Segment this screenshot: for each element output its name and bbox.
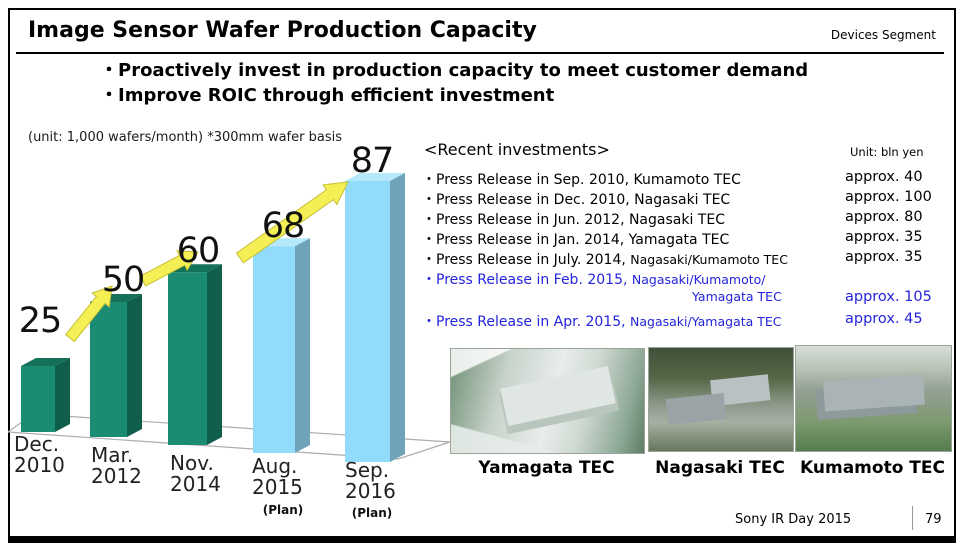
nagasaki-tec-caption: Nagasaki TEC xyxy=(655,458,785,478)
slide: Image Sensor Wafer Production Capacity D… xyxy=(8,8,956,543)
investment-row: ・Press Release in Jan. 2014, Yamagata TE… xyxy=(422,229,923,248)
bar-4-side xyxy=(295,238,310,453)
investment-sites: Yamagata TEC xyxy=(692,289,782,304)
kumamoto-tec-photo xyxy=(795,345,952,452)
bar-2-side xyxy=(127,294,142,437)
plan-label-aug2015: (Plan) xyxy=(262,503,304,517)
bar-value-5: 87 xyxy=(350,141,395,181)
category-label-1: Dec. 2010 xyxy=(14,432,65,477)
bar-5 xyxy=(345,180,390,463)
investment-amount: approx. 35 xyxy=(845,229,923,245)
investment-row-highlight: ・Press Release in Feb. 2015, Nagasaki/Ku… xyxy=(422,272,766,288)
bar-5-side xyxy=(390,172,405,463)
bar-1-side xyxy=(55,358,70,432)
yamagata-tec-caption: Yamagata TEC xyxy=(478,458,615,478)
capacity-chart-svg xyxy=(8,172,451,463)
investment-row: ・Press Release in Dec. 2010, Nagasaki TE… xyxy=(422,189,932,208)
footer-divider xyxy=(912,506,913,530)
category-label-3: Nov. 2014 xyxy=(170,451,221,496)
bar-5-top xyxy=(345,172,405,181)
category-label-4: Aug. 2015 xyxy=(252,454,303,499)
investment-amount: approx. 40 xyxy=(845,169,923,185)
key-message-2: ・Improve ROIC through efficient investme… xyxy=(100,85,555,106)
bar-value-3: 60 xyxy=(176,231,221,271)
category-label-5: Sep. 2016 xyxy=(345,458,396,503)
segment-label: Devices Segment xyxy=(830,28,936,42)
investments-heading: <Recent investments> xyxy=(424,140,610,159)
bar-value-1: 25 xyxy=(18,301,63,341)
growth-arrow-3 xyxy=(235,181,349,264)
investment-row-highlight-cont: Yamagata TEC approx. 105 xyxy=(422,289,952,308)
bar-2 xyxy=(90,302,127,437)
page-title: Image Sensor Wafer Production Capacity xyxy=(28,18,537,43)
investment-amount: approx. 105 xyxy=(845,289,932,305)
yamagata-tec-photo xyxy=(450,348,645,454)
footer-page-number: 79 xyxy=(925,512,942,527)
growth-arrow-1 xyxy=(64,285,113,343)
investment-amount: approx. 80 xyxy=(845,209,923,225)
investment-row: ・Press Release in July. 2014, Nagasaki/K… xyxy=(422,249,923,268)
nagasaki-tec-photo xyxy=(648,347,794,452)
growth-arrows xyxy=(64,181,349,343)
key-message-1: ・Proactively invest in production capaci… xyxy=(100,60,809,81)
investment-sites: Nagasaki/Kumamoto TEC xyxy=(630,252,788,267)
investment-amount: approx. 35 xyxy=(845,249,923,265)
bar-3-side xyxy=(207,264,222,445)
unit-bln-yen-label: Unit: bln yen xyxy=(850,145,924,159)
investment-row: ・Press Release in Jun. 2012, Nagasaki TE… xyxy=(422,209,923,228)
bar-value-4: 68 xyxy=(261,206,306,246)
growth-arrow-2 xyxy=(139,250,199,287)
bar-value-2: 50 xyxy=(101,260,146,300)
investment-row: ・Press Release in Sep. 2010, Kumamoto TE… xyxy=(422,169,923,188)
recent-investments-panel: <Recent investments> Unit: bln yen ・Pres… xyxy=(420,138,954,348)
bar-4 xyxy=(253,246,295,453)
investment-amount: approx. 100 xyxy=(845,189,932,205)
bar-1 xyxy=(21,366,55,432)
category-label-2: Mar. 2012 xyxy=(91,443,142,488)
investment-sites: Nagasaki/Yamagata TEC xyxy=(630,314,782,329)
bar-1-top xyxy=(21,358,70,366)
kumamoto-tec-caption: Kumamoto TEC xyxy=(800,458,945,478)
investment-row-highlight: ・Press Release in Apr. 2015, Nagasaki/Ya… xyxy=(422,311,923,330)
key-messages: ・Proactively invest in production capaci… xyxy=(100,58,808,108)
footer-event-label: Sony IR Day 2015 xyxy=(735,512,852,527)
investment-amount: approx. 45 xyxy=(845,311,923,327)
chart-unit-note: (unit: 1,000 wafers/month) *300mm wafer … xyxy=(28,130,342,145)
title-underline xyxy=(16,52,944,54)
plan-label-sep2016: (Plan) xyxy=(351,506,393,520)
bar-3 xyxy=(168,272,207,445)
investment-sites: Nagasaki/Kumamoto/ xyxy=(631,272,766,287)
bars-group xyxy=(21,172,405,463)
